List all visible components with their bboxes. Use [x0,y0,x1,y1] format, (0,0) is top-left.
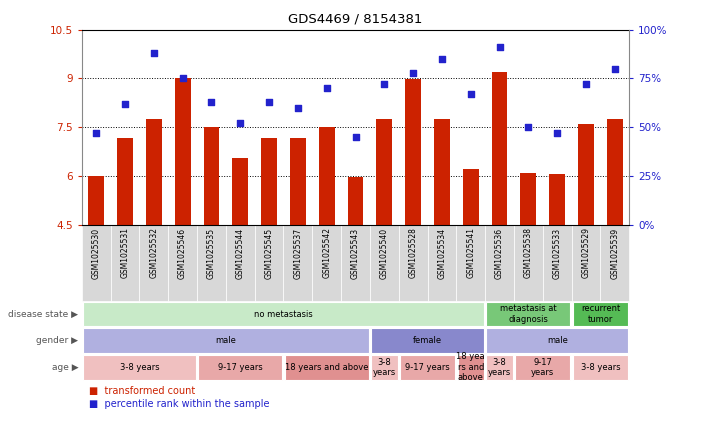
Text: 9-17 years: 9-17 years [405,363,450,372]
FancyBboxPatch shape [486,302,570,326]
Point [235,120,246,126]
Text: female: female [413,336,442,345]
Bar [399,225,427,301]
Bar [607,119,623,225]
FancyBboxPatch shape [83,329,369,353]
Point [205,99,217,105]
Bar [169,225,197,301]
Text: GDS4469 / 8154381: GDS4469 / 8154381 [289,13,422,26]
Bar [376,119,392,225]
FancyBboxPatch shape [515,355,570,379]
Bar [405,80,421,225]
Bar [578,124,594,225]
Bar [456,225,485,301]
Bar [197,225,226,301]
Bar [463,169,479,225]
Point [263,99,274,105]
Text: recurrent
tumor: recurrent tumor [581,305,620,324]
Bar [341,225,370,301]
Bar [491,72,508,225]
Bar [82,225,111,301]
Bar [600,225,629,301]
Point [119,100,131,107]
FancyBboxPatch shape [573,302,628,326]
Bar [542,225,572,301]
Bar [284,225,312,301]
Text: age ▶: age ▶ [52,363,78,372]
Text: no metastasis: no metastasis [254,310,313,319]
Point [580,81,592,88]
Text: disease state ▶: disease state ▶ [9,310,78,319]
Text: 3-8
years: 3-8 years [373,358,396,377]
Point [379,81,390,88]
Point [494,44,506,50]
Bar [146,119,161,225]
Bar [88,176,104,225]
Bar [290,138,306,225]
Bar [370,225,399,301]
Bar [312,225,341,301]
Bar [226,225,255,301]
FancyBboxPatch shape [400,355,455,379]
Text: 9-17
years: 9-17 years [531,358,555,377]
Text: 3-8
years: 3-8 years [488,358,511,377]
Bar [175,78,191,225]
Point [350,134,361,140]
Bar [319,127,335,225]
Text: 3-8 years: 3-8 years [581,363,620,372]
Text: 3-8 years: 3-8 years [119,363,159,372]
FancyBboxPatch shape [198,355,282,379]
Text: 18 yea
rs and
above: 18 yea rs and above [456,352,485,382]
Bar [232,158,248,225]
Bar [520,173,536,225]
Text: male: male [547,336,567,345]
Bar [434,119,450,225]
Text: ■  percentile rank within the sample: ■ percentile rank within the sample [89,399,269,409]
Point [321,85,332,91]
Text: male: male [215,336,236,345]
FancyBboxPatch shape [284,355,369,379]
Point [552,129,563,136]
FancyBboxPatch shape [371,355,397,379]
Bar [427,225,456,301]
Text: 9-17 years: 9-17 years [218,363,262,372]
Bar [111,225,139,301]
Bar [514,225,542,301]
Bar [348,177,363,225]
Text: gender ▶: gender ▶ [36,336,78,345]
Bar [117,138,133,225]
FancyBboxPatch shape [83,302,484,326]
Text: metastasis at
diagnosis: metastasis at diagnosis [500,305,557,324]
FancyBboxPatch shape [573,355,628,379]
FancyBboxPatch shape [371,329,484,353]
Bar [485,225,514,301]
Bar [203,127,220,225]
Point [148,49,159,56]
Point [465,91,476,97]
Bar [572,225,600,301]
FancyBboxPatch shape [486,329,628,353]
Point [177,75,188,82]
FancyBboxPatch shape [83,355,196,379]
Point [407,69,419,76]
Text: ■  transformed count: ■ transformed count [89,386,195,396]
Point [523,124,534,131]
Point [292,104,304,111]
Point [90,129,102,136]
Point [609,65,621,72]
FancyBboxPatch shape [486,355,513,379]
Bar [255,225,284,301]
Bar [261,138,277,225]
Bar [550,174,565,225]
Bar [139,225,169,301]
Point [437,55,448,62]
FancyBboxPatch shape [457,355,484,379]
Text: 18 years and above: 18 years and above [285,363,368,372]
